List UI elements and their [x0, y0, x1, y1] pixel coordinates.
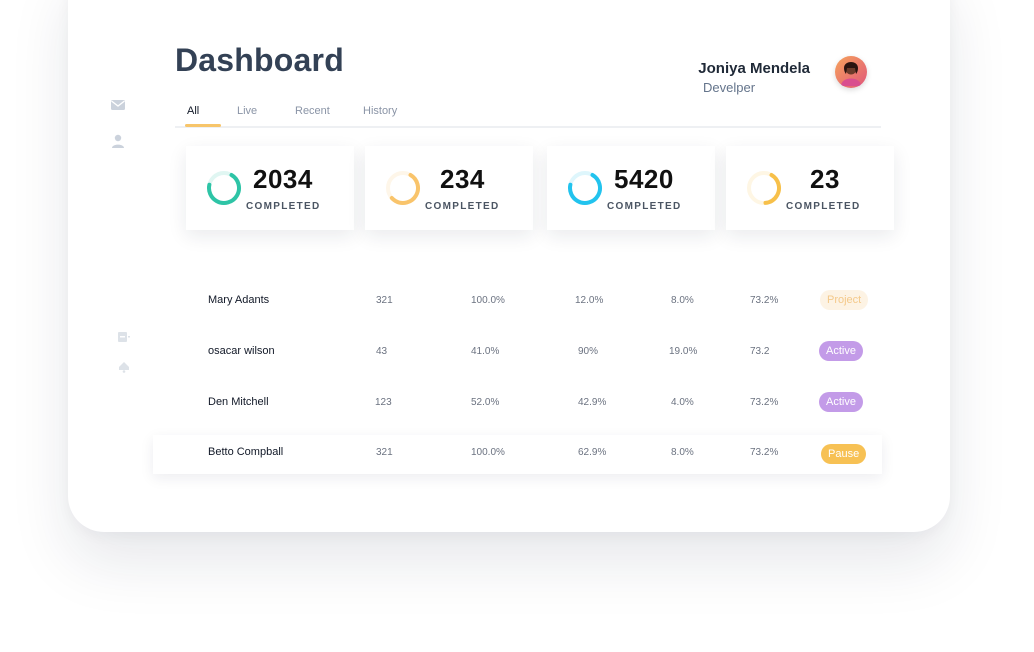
progress-ring-icon	[568, 171, 602, 205]
table-row[interactable]: Den Mitchell 123 52.0% 42.9% 4.0% 73.2% …	[153, 385, 882, 424]
status-badge[interactable]: Active	[819, 341, 863, 361]
row-value: 19.0%	[669, 346, 698, 357]
stat-label: COMPLETED	[425, 201, 500, 212]
stat-card[interactable]: 5420 COMPLETED	[547, 146, 715, 230]
row-value: 321	[376, 447, 393, 458]
row-value: 43	[376, 346, 388, 357]
user-name: Joniya Mendela	[698, 60, 810, 77]
row-name: osacar wilson	[208, 345, 275, 357]
row-value: 73.2%	[750, 295, 779, 306]
status-badge[interactable]: Project	[820, 290, 869, 310]
row-value: 62.9%	[578, 447, 607, 458]
table-row[interactable]: Betto Compball 321 100.0% 62.9% 8.0% 73.…	[153, 435, 882, 474]
tab-all[interactable]: All	[187, 105, 200, 117]
progress-ring-icon	[747, 171, 781, 205]
stat-label: COMPLETED	[246, 201, 321, 212]
stat-value: 2034	[253, 164, 313, 194]
row-value: 42.9%	[578, 397, 607, 408]
row-value: 90%	[578, 346, 599, 357]
row-value: 123	[375, 397, 392, 408]
stat-label: COMPLETED	[786, 201, 861, 212]
status-badge[interactable]: Pause	[821, 444, 867, 464]
row-name: Mary Adants	[208, 294, 270, 306]
row-value: 100.0%	[471, 447, 505, 458]
user-role: Develper	[703, 80, 756, 95]
bell-icon[interactable]	[117, 360, 133, 376]
mail-icon[interactable]	[110, 97, 126, 113]
tab-recent[interactable]: Recent	[295, 105, 330, 117]
tab-bar: All Live Recent History	[175, 104, 881, 128]
row-value: 41.0%	[471, 346, 500, 357]
stat-card[interactable]: 2034 COMPLETED	[186, 146, 354, 230]
stat-card[interactable]: 23 COMPLETED	[726, 146, 894, 230]
row-value: 12.0%	[575, 295, 604, 306]
page-title: Dashboard	[175, 42, 344, 78]
progress-ring-icon	[386, 171, 420, 205]
tab-live[interactable]: Live	[237, 105, 258, 117]
stat-card[interactable]: 234 COMPLETED	[365, 146, 533, 230]
progress-ring-icon	[207, 171, 241, 205]
row-value: 321	[376, 295, 393, 306]
table-row[interactable]: Mary Adants 321 100.0% 12.0% 8.0% 73.2% …	[153, 283, 882, 322]
row-value: 73.2%	[750, 397, 779, 408]
row-value: 73.2%	[750, 447, 779, 458]
row-value: 73.2	[750, 346, 770, 357]
tab-history[interactable]: History	[363, 105, 398, 117]
row-value: 8.0%	[671, 295, 694, 306]
stat-value: 5420	[614, 164, 674, 194]
row-value: 100.0%	[471, 295, 505, 306]
active-tab-indicator	[185, 124, 221, 127]
avatar[interactable]	[835, 56, 867, 88]
row-name: Den Mitchell	[208, 396, 269, 408]
progress-arc	[568, 171, 602, 205]
status-badge[interactable]: Active	[819, 392, 863, 412]
table-row[interactable]: osacar wilson 43 41.0% 90% 19.0% 73.2 Ac…	[153, 334, 882, 373]
user-icon[interactable]	[110, 133, 126, 149]
row-value: 4.0%	[671, 397, 694, 408]
progress-arc	[207, 171, 241, 205]
row-value: 8.0%	[671, 447, 694, 458]
stat-value: 23	[810, 164, 840, 194]
row-name: Betto Compball	[208, 446, 284, 458]
row-value: 52.0%	[471, 397, 500, 408]
progress-arc	[386, 171, 420, 205]
progress-arc	[747, 171, 781, 205]
stat-value: 234	[440, 164, 485, 194]
document-icon[interactable]	[117, 330, 133, 346]
stat-label: COMPLETED	[607, 201, 682, 212]
